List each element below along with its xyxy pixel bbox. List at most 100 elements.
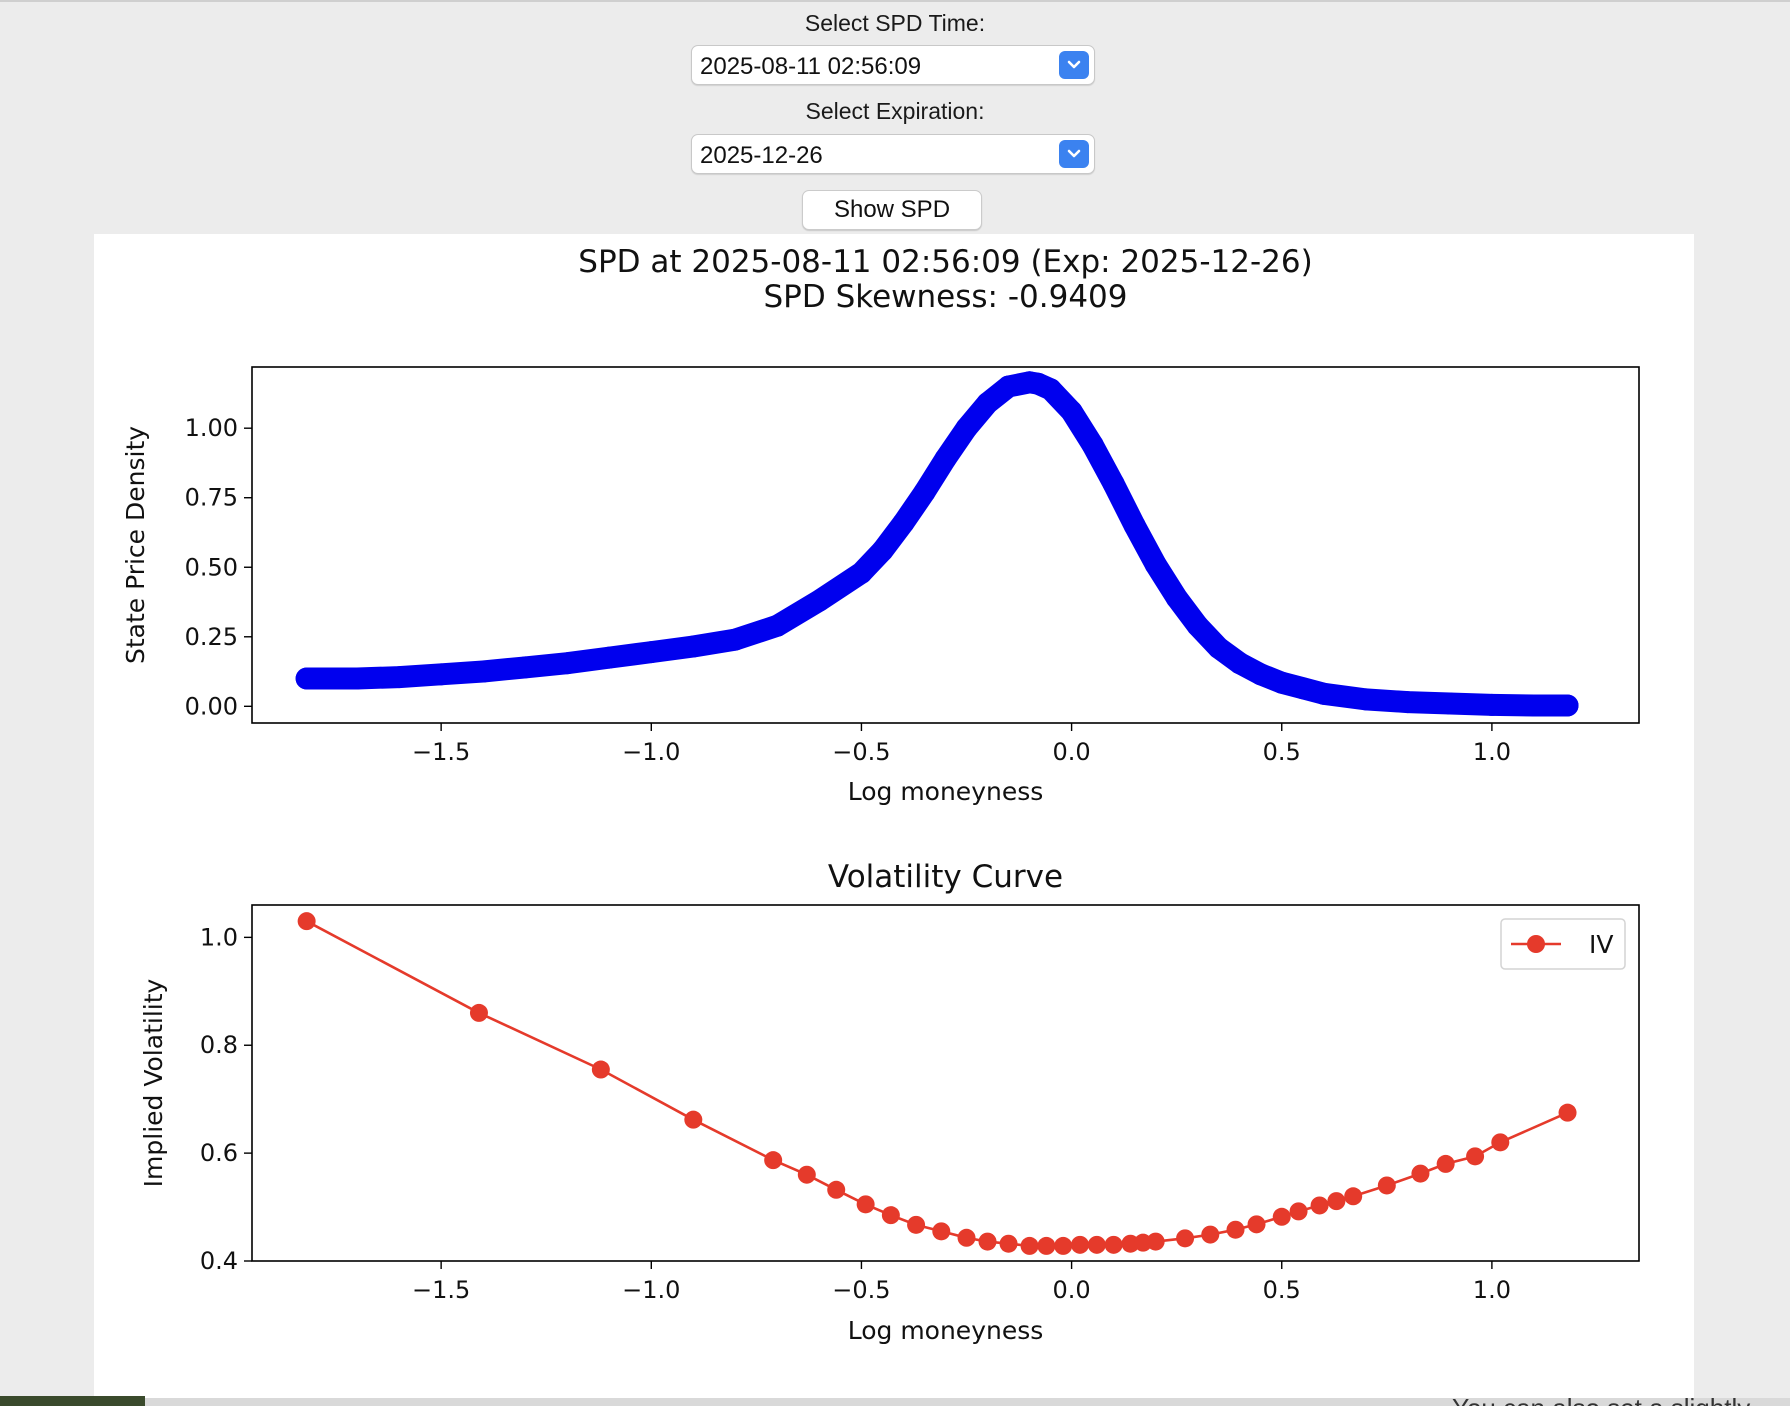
spd-time-label: Select SPD Time: (804, 10, 986, 36)
chart1-spd-point (1438, 692, 1461, 715)
chart2-iv-point (1436, 1154, 1455, 1173)
background-window-text: You can also set a slightly (1452, 1386, 1790, 1406)
chart1-spd-point (766, 614, 789, 637)
chart1-spd-band (295, 371, 1579, 717)
chart2-ylabel: Implied Volatility (139, 978, 168, 1187)
chart1-spd-point (1039, 378, 1062, 401)
chart1-spd-point (1556, 694, 1579, 717)
chart1-spd-point (598, 646, 621, 669)
chart1-spd-point (430, 663, 453, 686)
expiration-select[interactable]: 2025-12-26 (691, 134, 1095, 174)
chart1-ylabel: State Price Density (121, 426, 150, 664)
chart2-iv-point (1289, 1202, 1308, 1221)
chart1-ytick-label: 0.25 (185, 623, 238, 651)
chart2-iv-point (1466, 1147, 1485, 1166)
chart1-xtick-label: −0.5 (832, 738, 890, 766)
show-spd-button[interactable]: Show SPD (802, 190, 982, 230)
chart1-spd-point (724, 628, 747, 651)
chart1-spd-point (1228, 652, 1251, 675)
chart2-xtick-label: 0.0 (1053, 1276, 1091, 1304)
chart2-axes-frame (251, 904, 1640, 1262)
chart1-spd-point (1081, 433, 1104, 456)
chart1-axes-frame (251, 366, 1640, 724)
chart1-spd-point (997, 375, 1020, 398)
chart2-iv-point (797, 1165, 816, 1184)
chart1-spd-point (1102, 472, 1125, 495)
chart2-iv-point (684, 1110, 703, 1129)
chart2-iv-point (881, 1206, 900, 1225)
chart2-ytick-label: 0.8 (200, 1031, 238, 1059)
expiration-label: Select Expiration: (805, 98, 985, 124)
chart1-spd-point (1144, 553, 1167, 576)
chart2-iv-point (1344, 1187, 1363, 1206)
chart2-iv-point (1037, 1236, 1056, 1255)
charts-svg: SPD at 2025-08-11 02:56:09 (Exp: 2025-12… (121, 244, 1640, 1345)
chart1-spd-point (472, 660, 495, 683)
chart1-spd-point (976, 392, 999, 415)
chart2-iv-point (1327, 1192, 1346, 1211)
chart1-spd-point (955, 417, 978, 440)
chart2-xlabel: Log moneyness (848, 1316, 1044, 1345)
chart1-ytick-label: 1.00 (185, 414, 238, 442)
chart2-legend-box (1500, 918, 1626, 970)
chart2-iv-point (1272, 1207, 1291, 1226)
chart1-spd-point (850, 561, 873, 584)
chevron-down-icon[interactable] (1059, 51, 1089, 79)
chart2-iv-point (1377, 1176, 1396, 1195)
spd-time-select[interactable]: 2025-08-11 02:56:09 (691, 45, 1095, 85)
chart2-xtick-label: 0.5 (1263, 1276, 1301, 1304)
chart1-ytick-label: 0.50 (185, 553, 238, 581)
chart2-iv-point (957, 1228, 976, 1247)
chart1-spd-point (1060, 400, 1083, 423)
chart2-legend-marker (1527, 935, 1545, 953)
chart1-spd-point (1207, 636, 1230, 659)
chart2-iv-point (1054, 1236, 1073, 1255)
background-window-strip (0, 1398, 1790, 1406)
chart1-spd-point (1522, 694, 1545, 717)
chart1-spd-point (1186, 614, 1209, 637)
chart1-spd-point (1354, 688, 1377, 711)
chart1-spd-point (1123, 514, 1146, 537)
chart1-title: SPD at 2025-08-11 02:56:09 (Exp: 2025-12… (578, 244, 1312, 280)
chart1-spd-point (388, 666, 411, 689)
chart2-iv-point (856, 1195, 875, 1214)
chart1-spd-point (1249, 663, 1272, 686)
chart1-spd-point (1312, 682, 1335, 705)
chart2-iv-point (469, 1003, 488, 1022)
chart1-spd-point (1396, 691, 1419, 714)
chart2-iv-point (1070, 1235, 1089, 1254)
window-top-border (0, 0, 1790, 2)
chart2-iv-point (1226, 1220, 1245, 1239)
chart2-iv-point (827, 1180, 846, 1199)
chart1-xtick-label: 0.0 (1053, 738, 1091, 766)
chart1-spd-point (808, 589, 831, 612)
chart2-iv-point (591, 1060, 610, 1079)
chart1-spd-point (1270, 671, 1293, 694)
chart1-spd-point (556, 652, 579, 675)
chart2-iv-point (999, 1234, 1018, 1253)
chart2-iv-point (932, 1222, 951, 1241)
chart1-spd-point (1480, 693, 1503, 716)
chart2-title: Volatility Curve (828, 859, 1063, 895)
chart2-iv-point (907, 1215, 926, 1234)
chart2-iv-point (1247, 1215, 1266, 1234)
chart2-iv-point (1087, 1235, 1106, 1254)
chart1-xtick-label: 1.0 (1473, 738, 1511, 766)
chart2-iv-point (297, 912, 316, 931)
chart2-iv-point (1491, 1133, 1510, 1152)
spd-time-value: 2025-08-11 02:56:09 (700, 53, 922, 80)
chevron-down-icon[interactable] (1059, 140, 1089, 168)
chart2-iv-line (305, 920, 1569, 1248)
chart2-legend-label: IV (1589, 930, 1613, 959)
chart2-iv-point (1020, 1236, 1039, 1255)
background-window-corner (0, 1396, 145, 1406)
chart1-xtick-label: 0.5 (1263, 738, 1301, 766)
chart1-spd-point (871, 539, 894, 562)
chart1-spd-point (934, 447, 957, 470)
chart2-xtick-label: −1.0 (622, 1276, 680, 1304)
chart1-spd-point (682, 635, 705, 658)
chart2-iv-point (1104, 1235, 1123, 1254)
figure-canvas: SPD at 2025-08-11 02:56:09 (Exp: 2025-12… (94, 234, 1694, 1406)
chart1-spd-point (514, 656, 537, 679)
chart2-iv-point (978, 1232, 997, 1251)
